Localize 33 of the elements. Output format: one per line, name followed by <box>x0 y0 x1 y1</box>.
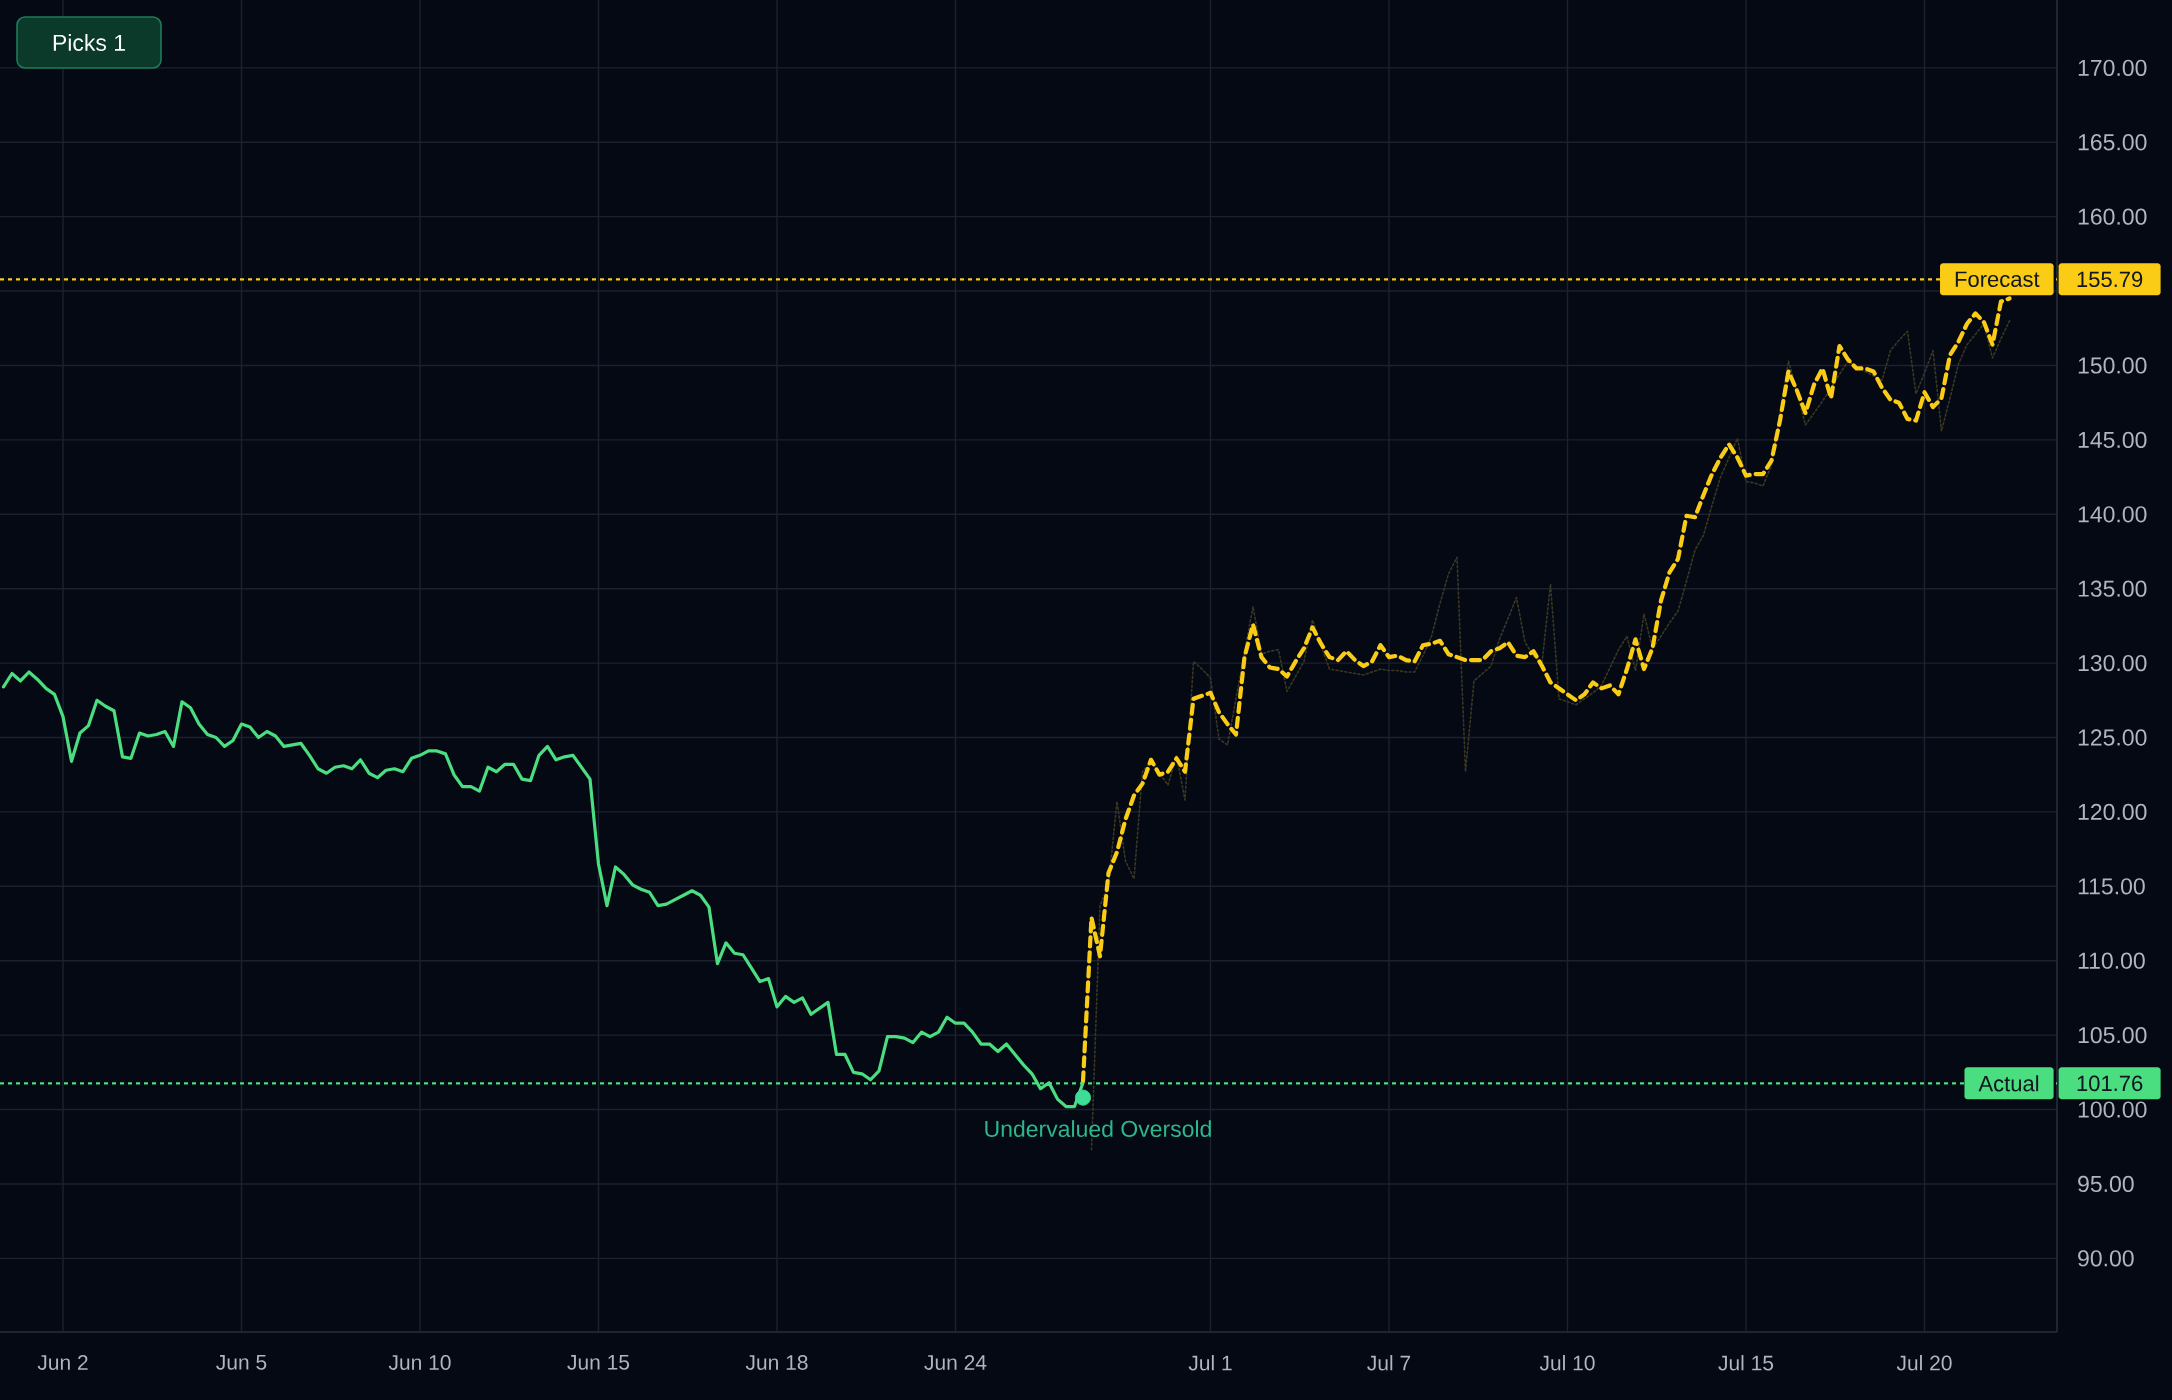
y-tick-label: 110.00 <box>2078 952 2145 969</box>
y-tick-label: 145.00 <box>2078 431 2147 449</box>
x-tick-label: Jul 1 <box>1188 1355 1232 1371</box>
x-tick-label: Jul 7 <box>1367 1355 1411 1371</box>
y-tick-label: 140.00 <box>2078 506 2147 523</box>
x-tick-label: Jul 10 <box>1539 1355 1595 1371</box>
x-tick-label: Jun 2 <box>37 1355 88 1370</box>
y-tick-label: 135.00 <box>2078 580 2147 597</box>
y-tick-label: 160.00 <box>2078 208 2147 225</box>
annotation: Picks 1 <box>53 34 125 51</box>
x-tick-label: Jun 15 <box>567 1355 630 1370</box>
y-tick-label: 130.00 <box>2078 654 2147 672</box>
x-tick-label: Jun 18 <box>745 1355 808 1370</box>
x-tick-label: Jul 20 <box>1896 1355 1952 1371</box>
y-tick-label: 100.00 <box>2078 1101 2147 1118</box>
x-tick-label: Jul 15 <box>1718 1355 1774 1371</box>
y-tick-label: 170.00 <box>2078 59 2147 76</box>
annotation: Undervalued Oversold <box>985 1120 1211 1138</box>
y-tick-label: 95.00 <box>2078 1175 2134 1193</box>
text: 155.79 <box>2077 271 2143 288</box>
y-tick-label: 105.00 <box>2078 1026 2147 1044</box>
y-tick-label: 90.00 <box>2078 1250 2134 1267</box>
y-tick-label: 165.00 <box>2078 134 2147 151</box>
y-tick-label: 125.00 <box>2078 729 2147 746</box>
y-tick-label: 115.00 <box>2078 878 2145 895</box>
x-tick-label: Jun 5 <box>216 1355 267 1370</box>
y-tick-label: 120.00 <box>2078 803 2147 821</box>
x-tick-label: Jun 24 <box>924 1355 987 1370</box>
ref-line-label: Forecast <box>1955 271 2040 287</box>
ref-line-label: Actual <box>1978 1075 2039 1092</box>
text: 101.76 <box>2077 1075 2143 1092</box>
x-tick-label: Jun 10 <box>388 1355 451 1370</box>
y-tick-label: 150.00 <box>2078 357 2147 374</box>
